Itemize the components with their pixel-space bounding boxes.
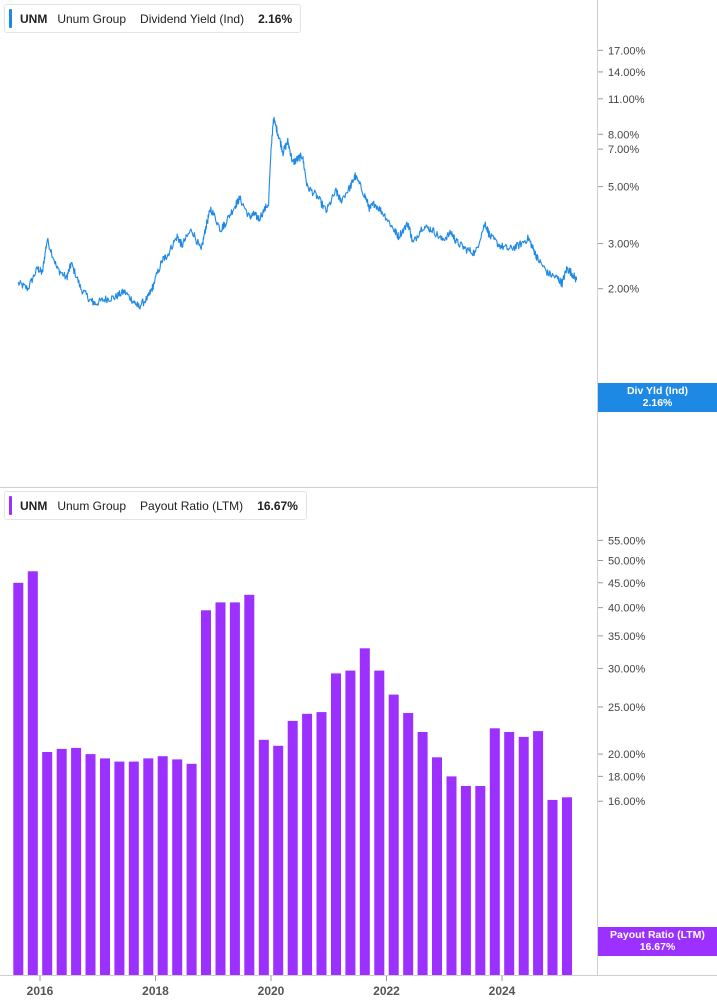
payout-ratio-bar bbox=[244, 594, 255, 975]
top-y-tick-label: 5.00% bbox=[608, 182, 639, 194]
x-tick-label: 2024 bbox=[489, 984, 516, 998]
payout-ratio-bar bbox=[518, 736, 529, 975]
payout-ratio-tag-value: 16.67% bbox=[639, 941, 676, 953]
payout-ratio-bar bbox=[446, 776, 457, 975]
payout-ratio-bar bbox=[504, 732, 515, 975]
dividend-yield-plot bbox=[17, 116, 578, 310]
payout-ratio-bar bbox=[331, 673, 341, 975]
top-legend-value: 2.16% bbox=[258, 11, 293, 26]
top-y-tick-label: 7.00% bbox=[608, 144, 639, 156]
x-tick-label: 2016 bbox=[27, 984, 54, 998]
dividend-yield-current-tag: Div Yld (Ind) 2.16% bbox=[598, 383, 717, 412]
payout-ratio-bar bbox=[157, 756, 168, 975]
top-y-tick-label: 14.00% bbox=[608, 67, 646, 79]
payout-ratio-bar bbox=[258, 739, 269, 975]
payout-ratio-bar bbox=[186, 763, 197, 975]
payout-ratio-current-tag: Payout Ratio (LTM) 16.67% bbox=[598, 927, 717, 956]
top-legend-swatch bbox=[9, 9, 12, 28]
top-y-axis: 17.00% 14.00% 11.00% 8.00% 7.00% 5.00% 3.00% 2.… bbox=[598, 45, 646, 296]
top-y-tick-label: 2.00% bbox=[608, 284, 639, 296]
payout-ratio-bar bbox=[172, 759, 183, 975]
payout-ratio-bar bbox=[302, 713, 313, 975]
bottom-y-tick-label: 55.00% bbox=[608, 535, 646, 547]
payout-ratio-bar bbox=[13, 582, 24, 975]
payout-ratio-bar bbox=[359, 648, 370, 975]
bottom-y-tick-label: 20.00% bbox=[608, 749, 646, 761]
payout-ratio-bar bbox=[71, 747, 82, 975]
payout-ratio-bar bbox=[374, 670, 385, 975]
payout-ratio-bar bbox=[403, 713, 414, 975]
x-tick-label: 2020 bbox=[258, 984, 285, 998]
payout-ratio-bar bbox=[27, 571, 38, 975]
payout-ratio-bar bbox=[417, 732, 428, 975]
top-legend: UNM Unum Group Dividend Yield (Ind) 2.16… bbox=[4, 4, 302, 33]
payout-ratio-bar bbox=[229, 602, 240, 975]
payout-ratio-bar bbox=[489, 728, 500, 975]
payout-ratio-bar bbox=[562, 797, 572, 975]
payout-ratio-bar bbox=[100, 758, 110, 975]
payout-ratio-bar bbox=[460, 786, 471, 975]
payout-ratio-bar bbox=[533, 731, 544, 975]
bottom-y-tick-label: 35.00% bbox=[608, 631, 646, 643]
bottom-y-tick-label: 25.00% bbox=[608, 702, 646, 714]
payout-ratio-bar bbox=[547, 799, 558, 975]
payout-ratio-bar bbox=[128, 761, 139, 975]
payout-ratio-bar bbox=[475, 786, 486, 975]
bottom-y-tick-label: 50.00% bbox=[608, 556, 646, 568]
x-tick-label: 2018 bbox=[142, 984, 169, 998]
payout-ratio-bar bbox=[273, 745, 284, 975]
payout-ratio-bar bbox=[114, 761, 125, 975]
payout-ratio-bar bbox=[388, 694, 399, 975]
payout-ratio-bar bbox=[42, 752, 53, 975]
bottom-legend-value: 16.67% bbox=[257, 498, 298, 513]
bottom-y-tick-label: 30.00% bbox=[608, 663, 646, 675]
top-legend-metric: Dividend Yield (Ind) bbox=[140, 11, 245, 26]
payout-ratio-tag-label: Payout Ratio (LTM) bbox=[610, 929, 705, 941]
top-legend-ticker: UNM bbox=[20, 11, 48, 26]
payout-ratio-bar bbox=[215, 602, 226, 975]
payout-ratio-bar bbox=[85, 754, 96, 975]
dividend-yield-tag-label: Div Yld (Ind) bbox=[626, 385, 689, 397]
payout-ratio-bar bbox=[143, 758, 154, 975]
payout-ratio-bar bbox=[345, 670, 356, 975]
payout-ratio-bar bbox=[201, 610, 211, 975]
bottom-legend-ticker: UNM bbox=[20, 498, 48, 513]
payout-ratio-bar bbox=[432, 757, 442, 975]
bottom-legend-swatch bbox=[9, 496, 12, 515]
payout-ratio-bar bbox=[287, 720, 298, 975]
bottom-y-tick-label: 16.00% bbox=[608, 796, 646, 808]
top-legend-company: Unum Group bbox=[57, 11, 127, 26]
x-axis: 2016 2018 2020 2022 2024 bbox=[27, 976, 516, 998]
top-y-tick-label: 11.00% bbox=[608, 94, 645, 106]
payout-ratio-plot bbox=[13, 571, 572, 975]
bottom-y-axis: 55.00% 50.00% 45.00% 40.00% 35.00% 30.00% 25.0… bbox=[598, 535, 646, 808]
bottom-legend: UNM Unum Group Payout Ratio (LTM) 16.67% bbox=[4, 491, 307, 520]
bottom-y-tick-label: 45.00% bbox=[608, 578, 646, 590]
dividend-yield-tag-value: 2.16% bbox=[642, 397, 673, 409]
dividend-yield-line bbox=[17, 116, 578, 310]
payout-ratio-bar bbox=[316, 712, 327, 975]
top-y-tick-label: 17.00% bbox=[608, 45, 646, 57]
top-y-tick-label: 8.00% bbox=[608, 129, 639, 141]
bottom-y-tick-label: 18.00% bbox=[608, 771, 646, 783]
bottom-legend-metric: Payout Ratio (LTM) bbox=[140, 498, 244, 513]
bottom-y-tick-label: 40.00% bbox=[608, 603, 646, 615]
bottom-legend-company: Unum Group bbox=[57, 498, 127, 513]
x-tick-label: 2022 bbox=[373, 984, 400, 998]
payout-ratio-bar bbox=[56, 748, 67, 975]
top-y-tick-label: 3.00% bbox=[608, 239, 639, 251]
